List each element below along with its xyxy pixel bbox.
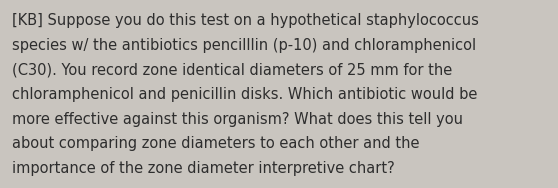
Text: more effective against this organism? What does this tell you: more effective against this organism? Wh… xyxy=(12,112,463,127)
Text: (C30). You record zone identical diameters of 25 mm for the: (C30). You record zone identical diamete… xyxy=(12,62,453,77)
Text: importance of the zone diameter interpretive chart?: importance of the zone diameter interpre… xyxy=(12,161,395,176)
Text: chloramphenicol and penicillin disks. Which antibiotic would be: chloramphenicol and penicillin disks. Wh… xyxy=(12,87,478,102)
Text: about comparing zone diameters to each other and the: about comparing zone diameters to each o… xyxy=(12,136,420,151)
Text: [KB] Suppose you do this test on a hypothetical staphylococcus: [KB] Suppose you do this test on a hypot… xyxy=(12,13,479,28)
Text: species w/ the antibiotics pencilllin (p-10) and chloramphenicol: species w/ the antibiotics pencilllin (p… xyxy=(12,38,477,53)
